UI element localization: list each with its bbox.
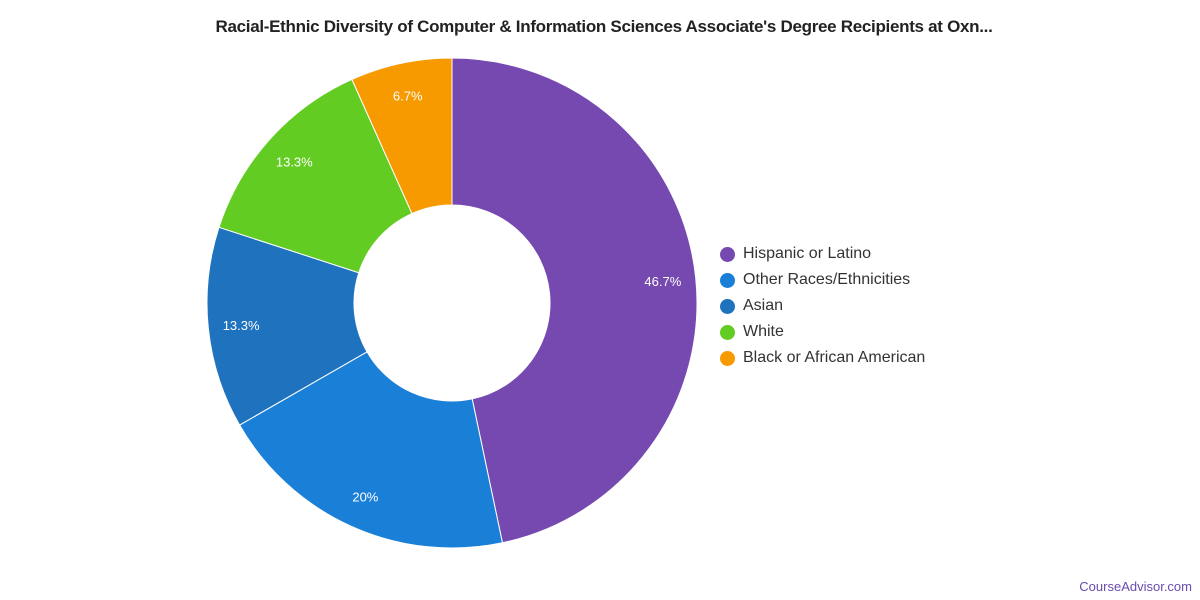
slice-2[interactable] [206,226,368,426]
legend-label: White [743,323,784,340]
legend-marker [720,350,735,366]
legend-label: Hispanic or Latino [743,245,872,262]
data-label: 46.7% [644,274,681,289]
data-label: 6.7% [393,89,423,104]
legend-label: Black or African American [743,349,926,366]
legend-label: Other Races/Ethnicities [743,271,911,288]
chart-title: Racial-Ethnic Diversity of Computer & In… [215,17,993,36]
legend-item[interactable]: White [720,319,925,345]
legend-marker [720,246,735,262]
legend-label: Asian [743,297,784,314]
legend-item[interactable]: Other Races/Ethnicities [720,267,925,293]
legend-marker [720,324,735,340]
legend-item[interactable]: Asian [720,293,925,319]
slice-1[interactable] [238,351,504,549]
legend-item[interactable]: Hispanic or Latino [720,241,925,267]
legend-item[interactable]: Black or African American [720,345,925,371]
legend: Hispanic or Latino Other Races/Ethnicitie… [720,241,925,371]
watermark[interactable]: CourseAdvisor.com [1079,579,1192,594]
legend-marker [720,272,735,288]
data-label: 13.3% [276,154,313,169]
slice-4[interactable] [351,57,453,215]
data-label: 13.3% [223,318,260,333]
slice-3[interactable] [218,78,413,274]
legend-marker [720,298,735,314]
data-label: 20% [352,489,378,504]
slice-0[interactable] [451,57,698,544]
